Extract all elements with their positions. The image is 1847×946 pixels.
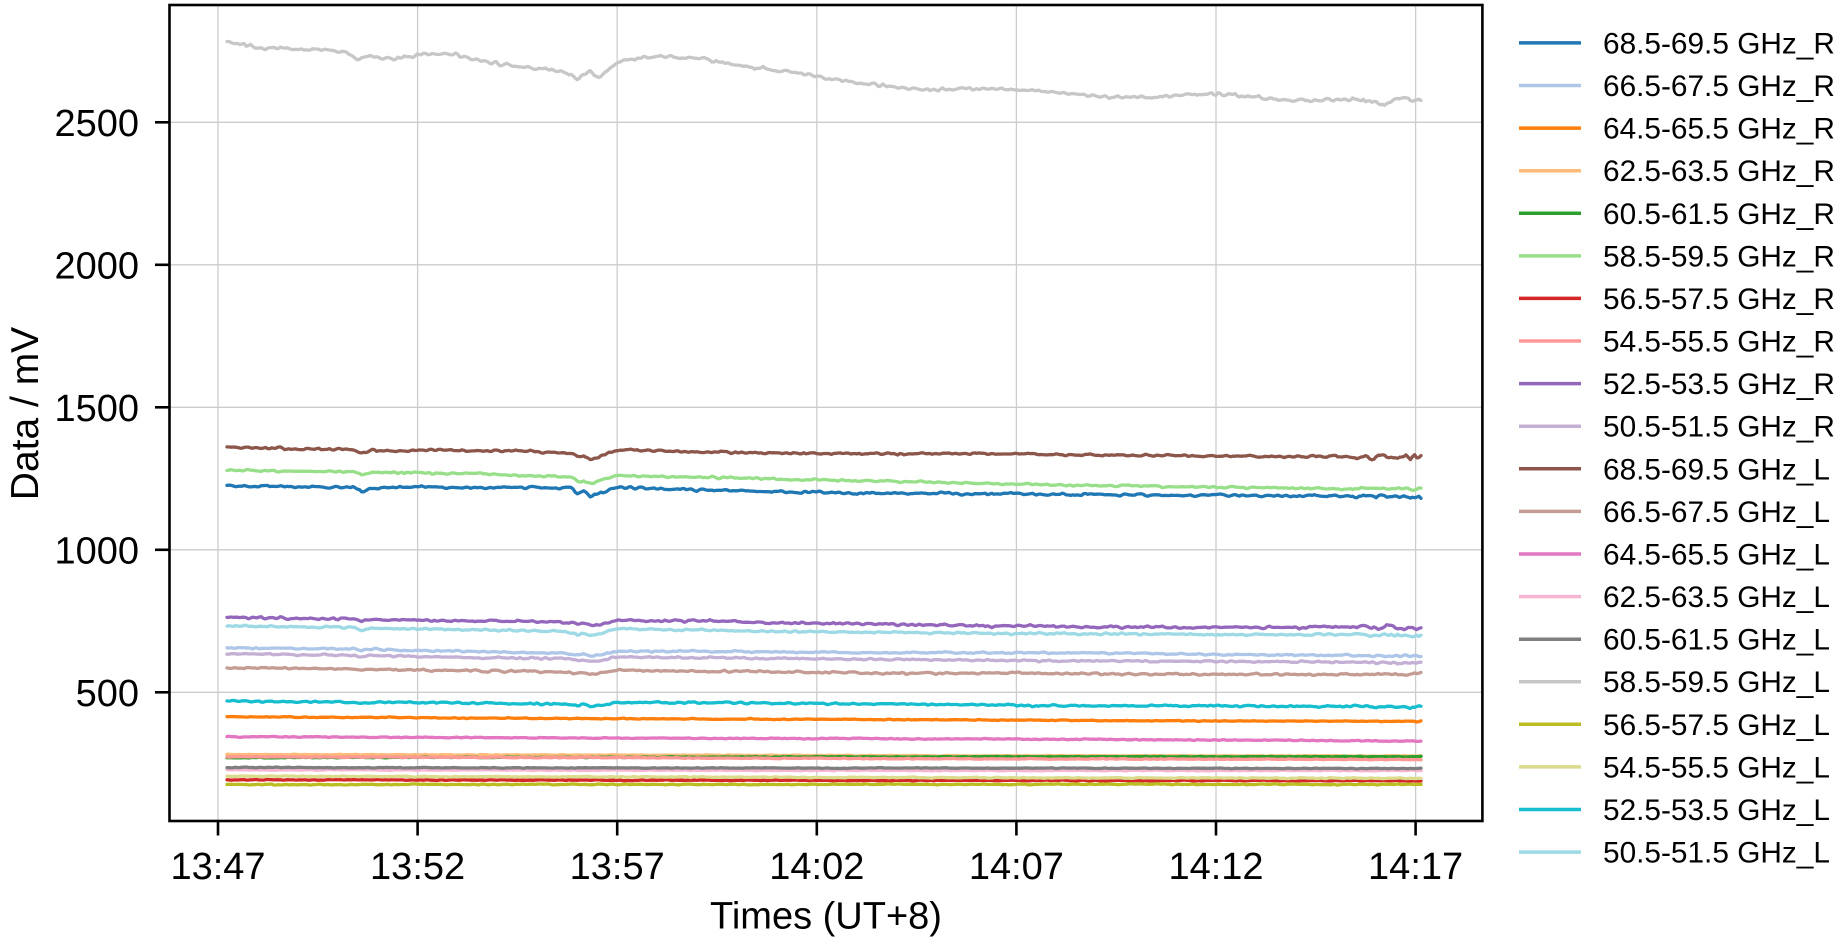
svg-text:58.5-59.5 GHz_L: 58.5-59.5 GHz_L: [1603, 666, 1830, 699]
svg-text:13:47: 13:47: [170, 846, 265, 888]
svg-text:60.5-61.5 GHz_R: 60.5-61.5 GHz_R: [1603, 198, 1835, 231]
svg-text:68.5-69.5 GHz_R: 68.5-69.5 GHz_R: [1603, 27, 1835, 60]
svg-text:Data / mV: Data / mV: [4, 327, 47, 500]
svg-text:2500: 2500: [54, 103, 139, 145]
svg-text:Times (UT+8): Times (UT+8): [710, 896, 942, 938]
svg-text:64.5-65.5 GHz_R: 64.5-65.5 GHz_R: [1603, 113, 1835, 146]
svg-text:62.5-63.5 GHz_R: 62.5-63.5 GHz_R: [1603, 155, 1835, 188]
svg-text:68.5-69.5 GHz_L: 68.5-69.5 GHz_L: [1603, 453, 1830, 486]
svg-text:60.5-61.5 GHz_L: 60.5-61.5 GHz_L: [1603, 624, 1830, 657]
svg-text:52.5-53.5 GHz_L: 52.5-53.5 GHz_L: [1603, 794, 1830, 827]
svg-text:50.5-51.5 GHz_R: 50.5-51.5 GHz_R: [1603, 411, 1835, 444]
svg-text:2000: 2000: [54, 245, 139, 287]
svg-text:56.5-57.5 GHz_L: 56.5-57.5 GHz_L: [1603, 709, 1830, 742]
svg-text:54.5-55.5 GHz_L: 54.5-55.5 GHz_L: [1603, 751, 1830, 784]
svg-text:64.5-65.5 GHz_L: 64.5-65.5 GHz_L: [1603, 539, 1830, 572]
svg-text:13:52: 13:52: [370, 846, 465, 888]
svg-text:52.5-53.5 GHz_R: 52.5-53.5 GHz_R: [1603, 368, 1835, 401]
svg-text:54.5-55.5 GHz_R: 54.5-55.5 GHz_R: [1603, 326, 1835, 359]
svg-text:1000: 1000: [54, 530, 139, 572]
svg-text:14:17: 14:17: [1368, 846, 1463, 888]
svg-text:50.5-51.5 GHz_L: 50.5-51.5 GHz_L: [1603, 837, 1830, 870]
svg-text:1500: 1500: [54, 388, 139, 430]
svg-text:66.5-67.5 GHz_R: 66.5-67.5 GHz_R: [1603, 70, 1835, 103]
svg-text:14:02: 14:02: [769, 846, 864, 888]
svg-text:14:12: 14:12: [1168, 846, 1263, 888]
svg-text:56.5-57.5 GHz_R: 56.5-57.5 GHz_R: [1603, 283, 1835, 316]
svg-text:13:57: 13:57: [570, 846, 665, 888]
svg-text:14:07: 14:07: [969, 846, 1064, 888]
svg-text:58.5-59.5 GHz_R: 58.5-59.5 GHz_R: [1603, 240, 1835, 273]
svg-text:500: 500: [76, 673, 139, 715]
svg-text:62.5-63.5 GHz_L: 62.5-63.5 GHz_L: [1603, 581, 1830, 614]
svg-text:66.5-67.5 GHz_L: 66.5-67.5 GHz_L: [1603, 496, 1830, 529]
